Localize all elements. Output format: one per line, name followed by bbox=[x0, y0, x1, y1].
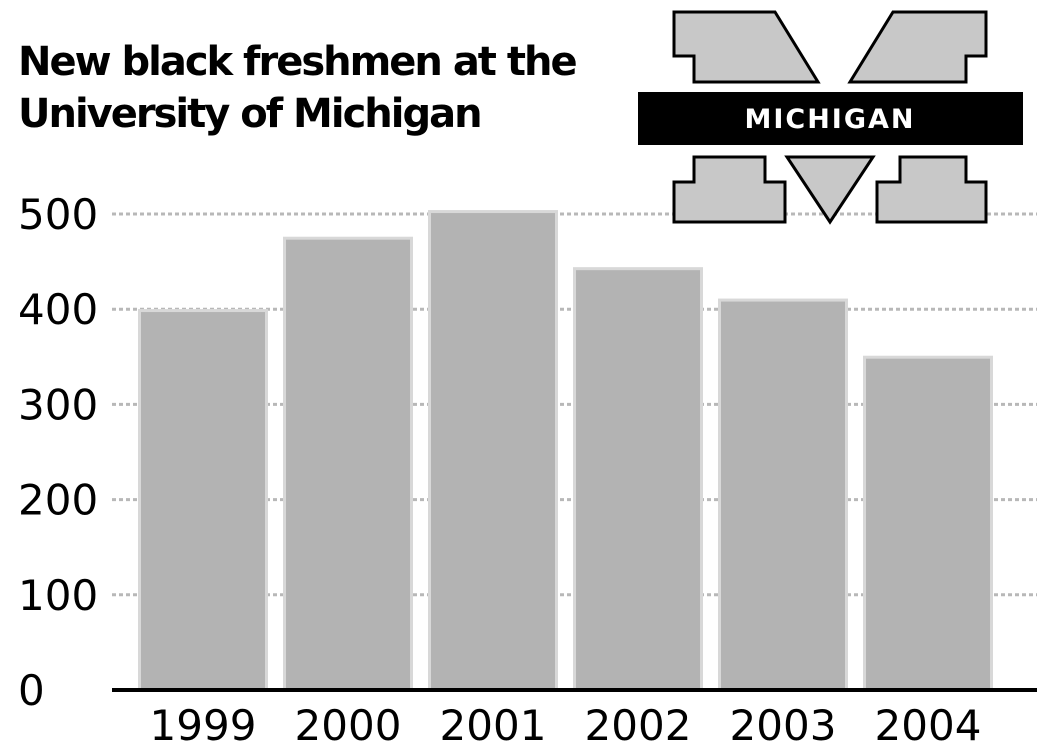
x-tick-label: 1999 bbox=[150, 701, 257, 749]
x-tick-label: 2000 bbox=[295, 701, 402, 749]
x-tick-label: 2001 bbox=[440, 701, 547, 749]
y-tick-label: 400 bbox=[18, 285, 98, 334]
y-tick-label: 0 bbox=[18, 666, 45, 715]
bar bbox=[286, 239, 410, 691]
chart-title-line-2: University of Michigan bbox=[18, 91, 483, 137]
bar bbox=[576, 270, 700, 690]
bar bbox=[721, 301, 845, 690]
bars bbox=[138, 210, 993, 691]
logo-bottom-left-block bbox=[672, 155, 787, 224]
logo-top-right-block bbox=[847, 10, 988, 84]
x-tick-label: 2003 bbox=[730, 701, 837, 749]
y-tick-label: 100 bbox=[18, 571, 98, 620]
logo-top-left-block bbox=[672, 10, 821, 84]
axes: 0 100 200 300 400 500 1999 2000 2001 2002 2003 2004 bbox=[18, 190, 1037, 749]
chart-title-line-1: New black freshmen at the bbox=[18, 39, 578, 85]
logo-band bbox=[638, 92, 1023, 145]
bar bbox=[431, 213, 555, 690]
y-tick-label: 200 bbox=[18, 476, 98, 525]
logo-center-triangle bbox=[784, 155, 876, 225]
logo-bottom-right-block bbox=[875, 155, 988, 224]
y-tick-label: 500 bbox=[18, 190, 98, 239]
bar bbox=[866, 358, 990, 690]
y-tick-label: 300 bbox=[18, 380, 98, 429]
x-tick-label: 2002 bbox=[585, 701, 692, 749]
bar bbox=[141, 312, 265, 690]
x-tick-label: 2004 bbox=[875, 701, 982, 749]
logo-text: MICHIGAN bbox=[744, 104, 915, 135]
michigan-logo: MICHIGAN bbox=[638, 10, 1023, 225]
chart-title: New black freshmen at the University of … bbox=[18, 36, 618, 140]
